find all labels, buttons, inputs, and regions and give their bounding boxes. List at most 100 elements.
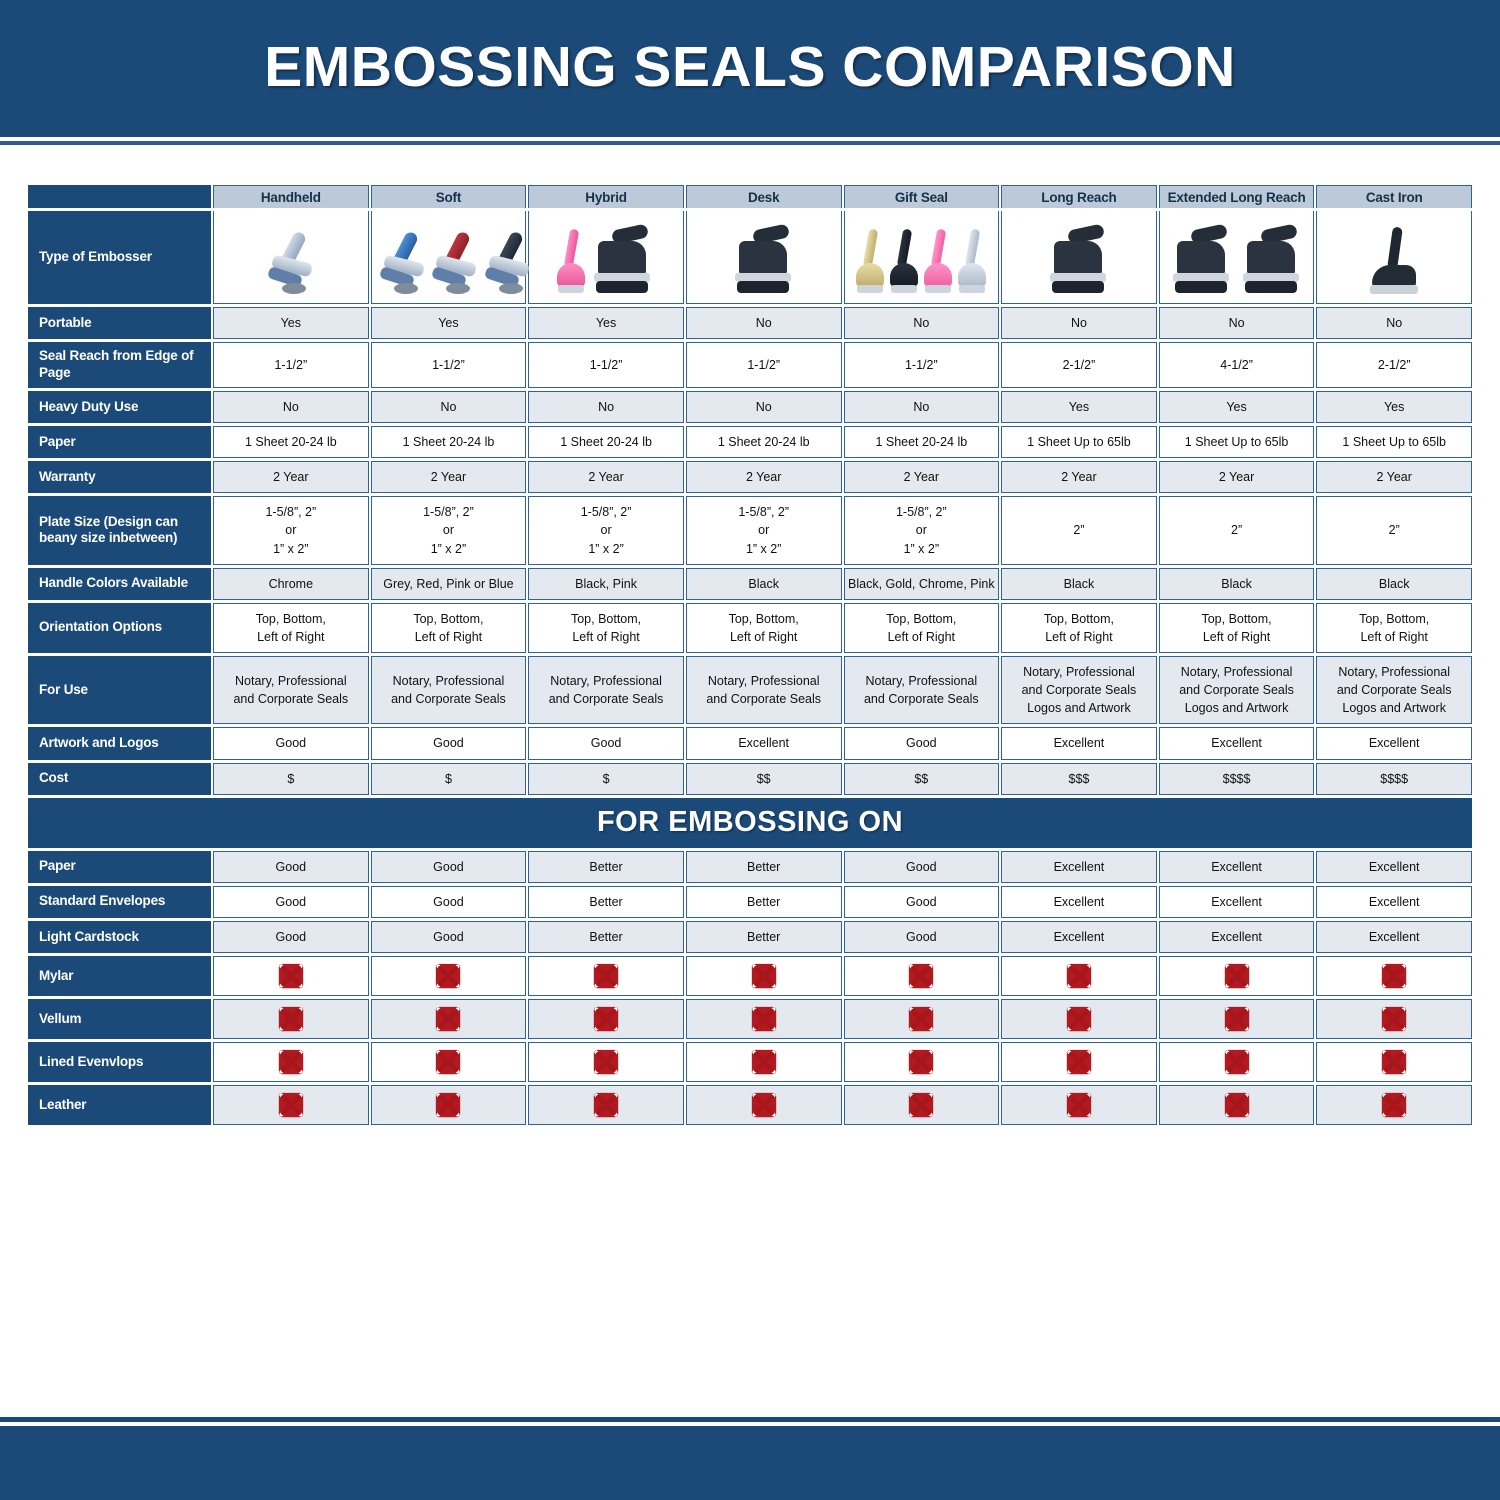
table-cell (1158, 1085, 1315, 1125)
table-cell (528, 1042, 684, 1082)
table-cell: No (1001, 307, 1157, 340)
table-cell: Grey, Red, Pink or Blue (370, 567, 527, 600)
x-mark-icon (593, 963, 619, 989)
column-header-handheld: Handheld (213, 185, 369, 208)
column-header-desk: Desk (685, 185, 842, 208)
table-cell: No (685, 390, 842, 423)
x-mark-icon (278, 1006, 303, 1032)
table-cell: 1 Sheet 20-24 lb (843, 426, 1000, 459)
table-cell: Excellent (1316, 850, 1472, 883)
table-cell: Yes (1158, 390, 1315, 423)
table-cell: 1 Sheet Up to 65lb (1158, 426, 1315, 459)
table-row: Cost $ $ $ $$ $$ $$$ $$$$ $$$$ (28, 762, 1472, 795)
table-cell: 1-5/8”, 2” or 1” x 2” (843, 496, 1000, 565)
table-cell (1158, 1042, 1315, 1082)
table-row: For Use Notary, Professional and Corporat… (28, 656, 1472, 725)
table-cell: Good (843, 850, 1000, 883)
footer-divider-top (0, 1417, 1500, 1422)
row-label: Plate Size (Design can beany size inbetw… (28, 496, 211, 565)
table-row: Portable Yes Yes Yes No No No No No (28, 307, 1472, 340)
table-cell (528, 999, 684, 1039)
column-header-gift-seal: Gift Seal (843, 185, 1000, 208)
table-cell: 2 Year (1158, 461, 1315, 494)
table-row: Standard Envelopes Good Good Better Better Go… (28, 885, 1472, 918)
table-cell: Top, Bottom, Left of Right (370, 602, 527, 653)
table-cell: Good (528, 727, 684, 760)
table-cell (1001, 956, 1157, 996)
x-mark-icon (751, 963, 776, 989)
table-cell: No (213, 390, 369, 423)
x-mark-icon (1224, 1006, 1249, 1032)
row-label: Standard Envelopes (28, 885, 211, 918)
hybrid-embossers-pink-black (529, 211, 683, 303)
embosser-graphic (957, 228, 987, 299)
row-label: Leather (28, 1085, 211, 1125)
table-cell: Notary, Professional and Corporate Seals… (1001, 656, 1157, 725)
x-mark-icon (593, 1092, 619, 1118)
table-cell: 1-5/8”, 2” or 1” x 2” (370, 496, 527, 565)
embosser-graphic (1046, 223, 1112, 299)
banner-divider-mid (0, 137, 1500, 141)
table-cell (1316, 999, 1472, 1039)
desk-embosser-black (687, 211, 841, 303)
table-cell: Top, Bottom, Left of Right (1316, 602, 1472, 653)
table-cell: No (843, 390, 1000, 423)
table-cell: 2 Year (213, 461, 369, 494)
footer-divider-mid (0, 1422, 1500, 1426)
table-cell: Top, Bottom, Left of Right (213, 602, 369, 653)
x-mark-icon (1066, 1092, 1092, 1118)
table-cell (843, 1085, 1000, 1125)
table-cell (1001, 1042, 1157, 1082)
table-cell: Yes (1001, 390, 1157, 423)
x-mark-icon (909, 1006, 934, 1032)
embosser-graphic (1366, 226, 1422, 299)
column-header-long-reach: Long Reach (1001, 185, 1157, 208)
table-cell: Good (213, 920, 369, 953)
table-cell (1158, 999, 1315, 1039)
table-cell: No (1316, 307, 1472, 340)
table-cell: 2” (1001, 496, 1157, 565)
table-cell: Good (370, 850, 527, 883)
table-row: Mylar (28, 956, 1472, 996)
table-cell: 2 Year (685, 461, 842, 494)
table-cell: Black (685, 567, 842, 600)
embosser-image-cell (1001, 211, 1157, 304)
row-label: Vellum (28, 999, 211, 1039)
table-cell: Notary, Professional and Corporate Seals (843, 656, 1000, 725)
table-cell (213, 1085, 369, 1125)
table-cell (843, 1042, 1000, 1082)
table-cell: Excellent (1316, 727, 1472, 760)
table-cell: Yes (528, 307, 684, 340)
row-label: Paper (28, 426, 211, 459)
embosser-graphic (260, 229, 322, 299)
table-cell: 1-5/8”, 2” or 1” x 2” (685, 496, 842, 565)
table-cell: Better (528, 920, 684, 953)
column-header-hybrid: Hybrid (528, 185, 684, 208)
table-cell: Excellent (1158, 850, 1315, 883)
banner-divider-bottom (0, 141, 1500, 145)
x-mark-icon (436, 963, 461, 989)
table-row: Plate Size (Design can beany size inbetw… (28, 496, 1472, 565)
table-cell: $$$$ (1316, 762, 1472, 795)
x-mark-icon (436, 1049, 461, 1075)
section-banner-row: FOR EMBOSSING ON (28, 797, 1472, 848)
table-cell (528, 956, 684, 996)
table-cell: Excellent (685, 727, 842, 760)
title-banner: EMBOSSING SEALS COMPARISON (0, 0, 1500, 133)
table-cell (213, 1042, 369, 1082)
table-cell: Better (528, 850, 684, 883)
embosser-graphic (855, 228, 885, 299)
table-cell: Excellent (1158, 727, 1315, 760)
table-cell: Good (843, 920, 1000, 953)
table-cell: 2-1/2” (1001, 342, 1157, 388)
row-label: Orientation Options (28, 602, 211, 653)
table-cell: 2 Year (370, 461, 527, 494)
table-cell (685, 1042, 842, 1082)
table-cell (685, 1085, 842, 1125)
x-mark-icon (436, 1006, 461, 1032)
table-cell (843, 999, 1000, 1039)
table-cell: 1 Sheet 20-24 lb (685, 426, 842, 459)
embosser-graphic (923, 228, 953, 299)
table-row: Vellum (28, 999, 1472, 1039)
table-cell: 2 Year (843, 461, 1000, 494)
